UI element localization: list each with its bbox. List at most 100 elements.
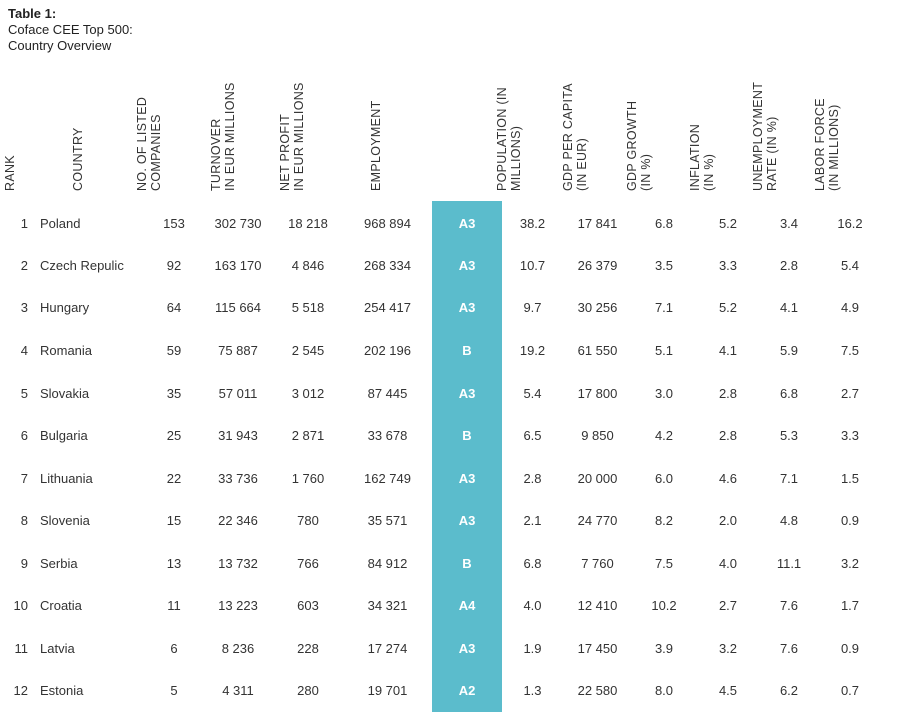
- cell-assessment: A3: [458, 641, 476, 656]
- cell-inflation: 2.8: [718, 386, 738, 401]
- cell-listed: 5: [170, 683, 178, 698]
- column-header-label: NO. OF LISTED COMPANIES: [135, 96, 163, 191]
- table-row: 2 Czech Repulic 92 163 170 4 846 268 334 A3 10.…: [0, 256, 901, 276]
- cell-profit: 2 871: [291, 428, 325, 443]
- column-header-turnover: TURNOVER IN EUR MILLIONS: [209, 82, 238, 191]
- assessment-column-highlight: [432, 201, 502, 712]
- cell-listed: 64: [166, 300, 182, 315]
- table-row: 11 Latvia 6 8 236 228 17 274 A3 1.9 17 450 3.9 3.2…: [0, 639, 901, 659]
- cell-unemployment: 5.9: [779, 343, 799, 358]
- cell-turnover: 115 664: [214, 300, 262, 315]
- cell-labor: 3.2: [840, 556, 860, 571]
- table-row: 4 Romania 59 75 887 2 545 202 196 B 19.2 61 550 5…: [0, 341, 901, 361]
- column-header-profit: NET PROFIT IN EUR MILLIONS: [278, 82, 307, 191]
- cell-labor: 16.2: [837, 216, 863, 231]
- column-header-population: POPULATION (IN MILLIONS): [495, 87, 524, 191]
- cell-country: Slovakia: [40, 386, 90, 401]
- table-row: 8 Slovenia 15 22 346 780 35 571 A3 2.1 24 770 8.2…: [0, 511, 901, 531]
- cell-country: Slovenia: [40, 513, 90, 528]
- cell-inflation: 2.7: [718, 598, 738, 613]
- cell-listed: 22: [166, 471, 182, 486]
- cell-gdp_growth: 8.0: [654, 683, 674, 698]
- cell-labor: 1.5: [840, 471, 860, 486]
- cell-unemployment: 7.6: [779, 641, 799, 656]
- cell-labor: 4.9: [840, 300, 860, 315]
- cell-labor: 7.5: [840, 343, 860, 358]
- column-header-label: GDP GROWTH (IN %): [625, 100, 653, 191]
- column-header-gdp_capita: GDP PER CAPITA (IN EUR): [561, 83, 590, 191]
- cell-country: Estonia: [40, 683, 84, 698]
- cell-listed: 11: [167, 598, 181, 613]
- cell-gdp_growth: 3.5: [654, 258, 674, 273]
- cell-rank: 11: [14, 641, 29, 656]
- cell-rank: 12: [13, 683, 28, 698]
- cell-employment: 162 749: [364, 471, 411, 486]
- table-title: Table 1:: [8, 6, 57, 21]
- cell-assessment: B: [462, 343, 472, 358]
- cell-profit: 4 846: [291, 258, 325, 273]
- cell-gdp_capita: 61 550: [577, 343, 618, 358]
- cell-listed: 25: [166, 428, 182, 443]
- cell-assessment: A3: [458, 258, 476, 273]
- cell-labor: 2.7: [840, 386, 860, 401]
- cell-gdp_capita: 30 256: [577, 300, 618, 315]
- cell-unemployment: 7.1: [779, 471, 799, 486]
- table-row: 5 Slovakia 35 57 011 3 012 87 445 A3 5.4 17 800 3…: [0, 384, 901, 404]
- cell-unemployment: 2.8: [779, 258, 799, 273]
- cell-gdp_growth: 6.0: [654, 471, 674, 486]
- cell-listed: 35: [166, 386, 182, 401]
- cell-listed: 59: [166, 343, 182, 358]
- cell-assessment: A3: [458, 386, 476, 401]
- cell-assessment: A3: [458, 300, 476, 315]
- cell-assessment: A4: [458, 598, 476, 613]
- column-header-rank: RANK: [3, 155, 18, 191]
- cell-population: 9.7: [523, 300, 542, 315]
- cell-turnover: 13 223: [218, 598, 258, 613]
- cell-population: 38.2: [519, 216, 546, 231]
- table-row: 3 Hungary 64 115 664 5 518 254 417 A3 9.7 30 256…: [0, 298, 901, 318]
- cell-gdp_growth: 3.0: [654, 386, 674, 401]
- cell-inflation: 5.2: [718, 300, 738, 315]
- cell-inflation: 2.8: [718, 428, 738, 443]
- table-subtitle-line-1: Coface CEE Top 500:: [8, 22, 133, 37]
- table-row: 1 Poland 153 302 730 18 218 968 894 A3 38.2 17 8…: [0, 214, 901, 234]
- cell-labor: 0.7: [840, 683, 860, 698]
- cell-gdp_capita: 7 760: [581, 556, 614, 571]
- cell-rank: 8: [20, 513, 28, 528]
- table-subtitle-line-2: Country Overview: [8, 38, 112, 53]
- cell-country: Hungary: [40, 300, 90, 315]
- cell-population: 6.8: [523, 556, 542, 571]
- cell-unemployment: 7.6: [779, 598, 799, 613]
- cell-gdp_capita: 17 841: [577, 216, 618, 231]
- cell-inflation: 4.0: [718, 556, 738, 571]
- cell-profit: 766: [297, 556, 319, 571]
- cell-gdp_growth: 8.2: [654, 513, 674, 528]
- cell-unemployment: 3.4: [779, 216, 799, 231]
- cell-profit: 1 760: [291, 471, 325, 486]
- cell-labor: 5.4: [840, 258, 860, 273]
- cell-listed: 13: [166, 556, 182, 571]
- cell-unemployment: 11.1: [776, 556, 802, 571]
- column-header-assessment: COFACE ASSESSMENT 2021: [406, 102, 449, 191]
- cell-unemployment: 6.8: [779, 386, 799, 401]
- cell-labor: 1.7: [840, 598, 860, 613]
- cell-rank: 7: [20, 471, 28, 486]
- cell-country: Czech Repulic: [40, 258, 124, 273]
- cell-employment: 84 912: [367, 556, 408, 571]
- cell-unemployment: 4.8: [779, 513, 799, 528]
- column-header-label: RANK: [3, 155, 17, 191]
- table-caption: Table 1: Coface CEE Top 500: Country Ove…: [8, 6, 133, 54]
- cell-rank: 9: [20, 556, 28, 571]
- cell-profit: 3 012: [291, 386, 325, 401]
- cell-labor: 0.9: [840, 513, 860, 528]
- cell-inflation: 5.2: [718, 216, 738, 231]
- cell-gdp_growth: 7.1: [654, 300, 674, 315]
- cell-population: 19.2: [519, 343, 546, 358]
- column-header-label: LABOR FORCE (IN MILLIONS): [813, 98, 841, 191]
- cell-employment: 35 571: [367, 513, 408, 528]
- cell-population: 1.9: [523, 641, 542, 656]
- cell-employment: 34 321: [367, 598, 408, 613]
- cell-profit: 18 218: [288, 216, 328, 231]
- cell-gdp_growth: 3.9: [654, 641, 674, 656]
- cell-listed: 153: [163, 216, 185, 231]
